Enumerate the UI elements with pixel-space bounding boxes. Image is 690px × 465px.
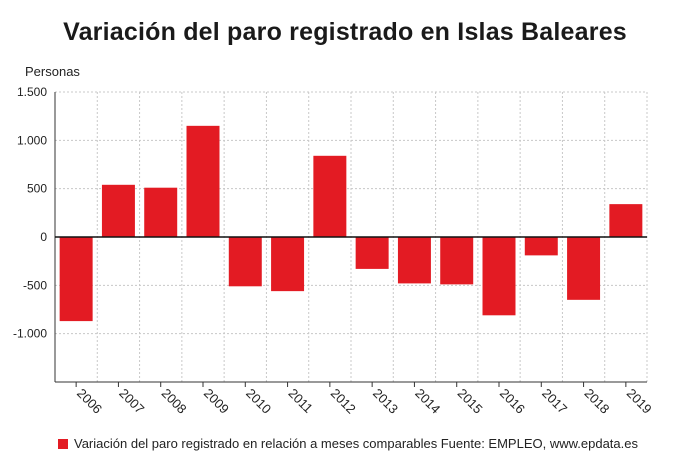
legend: Variación del paro registrado en relació… <box>58 436 437 451</box>
bar-2008 <box>144 187 178 237</box>
y-axis-label: Personas <box>25 64 80 79</box>
bar-2010 <box>228 237 262 287</box>
y-tick-label: 1.000 <box>17 133 47 147</box>
bar-2007 <box>101 184 135 237</box>
chart-title: Variación del paro registrado en Islas B… <box>63 18 627 46</box>
x-tick-label: 2015 <box>455 386 486 417</box>
bar-2006 <box>59 237 93 322</box>
legend-label: Variación del paro registrado en relació… <box>74 436 438 451</box>
y-axis: Personas 1.500 1.000 500 0 -500 -1.000 <box>13 64 80 382</box>
x-tick-label: 2010 <box>243 386 274 417</box>
bar-2017 <box>524 237 558 256</box>
y-tick-label: -500 <box>23 278 47 292</box>
bar-2013 <box>355 237 389 269</box>
x-tick-label: 2008 <box>159 386 190 417</box>
x-tick-label: 2011 <box>285 386 315 416</box>
bar-2011 <box>271 237 305 292</box>
y-tick-label: 1.500 <box>17 85 47 99</box>
x-tick-label: 2009 <box>201 386 232 417</box>
x-tick-label: 2019 <box>624 386 655 417</box>
bars <box>55 125 647 322</box>
x-tick-label: 2017 <box>539 386 570 417</box>
y-tick-label: -1.000 <box>13 327 47 341</box>
x-tick-label: 2016 <box>497 386 528 417</box>
y-tick-label: 500 <box>27 182 47 196</box>
y-tick-label: 0 <box>40 230 47 244</box>
x-tick-label: 2014 <box>412 386 443 417</box>
x-tick-label: 2006 <box>74 386 105 417</box>
bar-2018 <box>567 237 601 300</box>
source-note: Fuente: EMPLEO, www.epdata.es <box>440 436 638 451</box>
x-axis: 2006 2007 2008 2009 2010 2011 2012 2013 2014 2015… <box>55 381 655 417</box>
x-tick-label: 2012 <box>328 386 359 417</box>
legend-swatch <box>58 438 68 449</box>
bar-2009 <box>186 125 220 237</box>
x-tick-label: 2007 <box>116 386 147 417</box>
x-tick-label: 2013 <box>370 386 401 417</box>
bar-2012 <box>313 155 347 237</box>
x-tick-label: 2018 <box>581 386 612 417</box>
bar-2015 <box>440 237 474 285</box>
bar-2014 <box>397 237 431 284</box>
bar-2019 <box>609 204 643 237</box>
bar-2016 <box>482 237 516 316</box>
